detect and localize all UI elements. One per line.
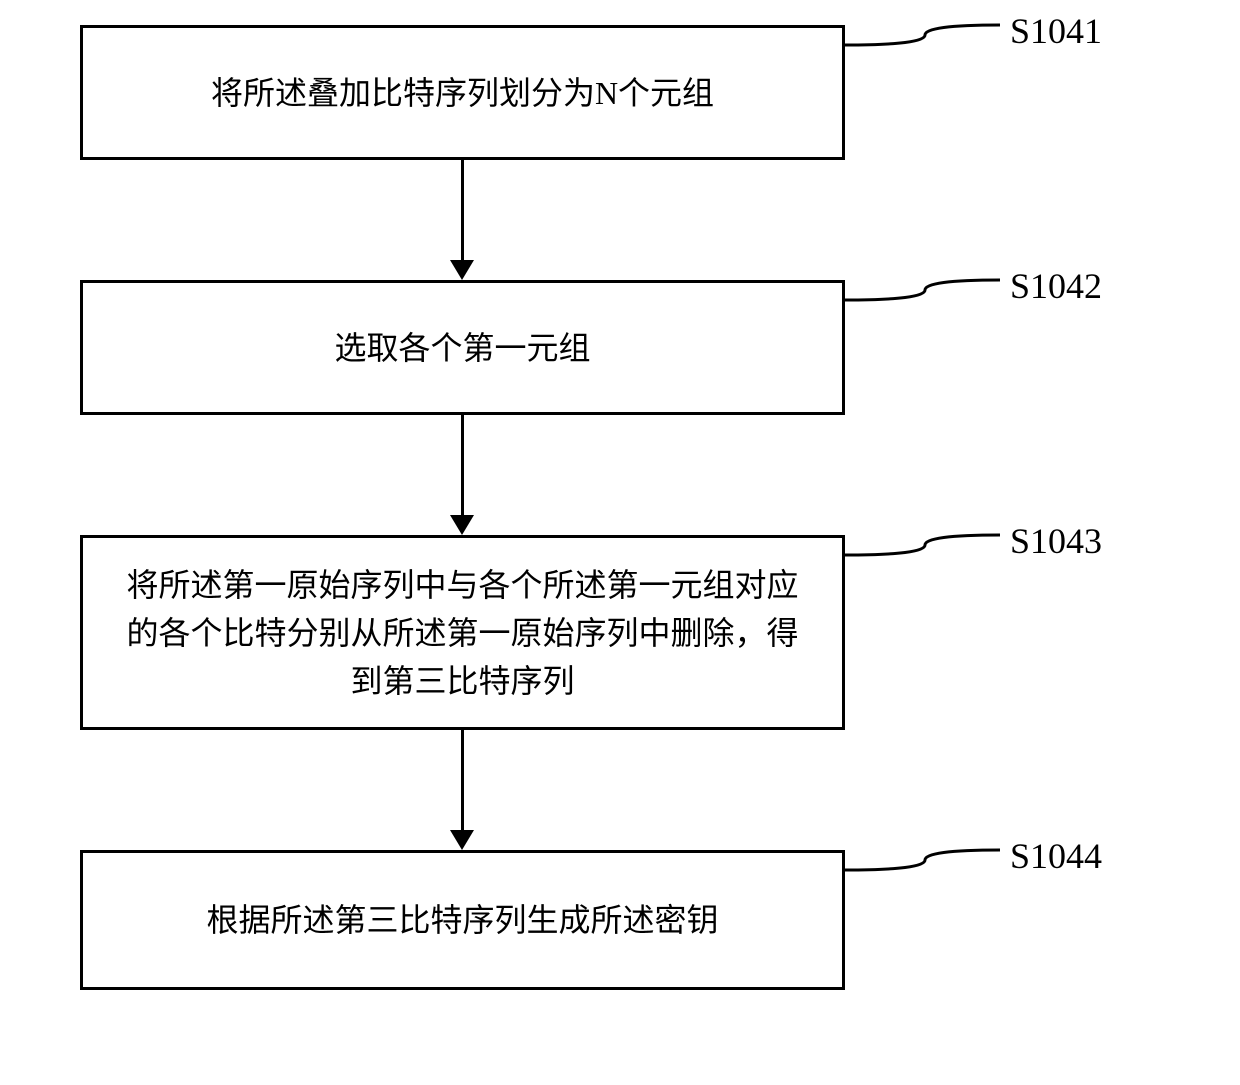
connector-2 (845, 280, 1005, 320)
label-3: S1043 (1010, 520, 1102, 562)
flow-box-3-text: 将所述第一原始序列中与各个所述第一元组对应的各个比特分别从所述第一原始序列中删除… (113, 561, 812, 705)
connector-1 (845, 25, 1005, 65)
flow-box-4-text: 根据所述第三比特序列生成所述密钥 (206, 896, 718, 944)
label-2: S1042 (1010, 265, 1102, 307)
arrow-2 (450, 415, 474, 535)
label-1: S1041 (1010, 10, 1102, 52)
flow-box-4: 根据所述第三比特序列生成所述密钥 (80, 850, 845, 990)
arrow-3 (450, 730, 474, 850)
flow-box-2: 选取各个第一元组 (80, 280, 845, 415)
arrow-1 (450, 160, 474, 280)
flow-box-3: 将所述第一原始序列中与各个所述第一元组对应的各个比特分别从所述第一原始序列中删除… (80, 535, 845, 730)
connector-4 (845, 850, 1005, 890)
flow-box-1: 将所述叠加比特序列划分为N个元组 (80, 25, 845, 160)
flow-box-2-text: 选取各个第一元组 (334, 324, 590, 372)
connector-3 (845, 535, 1005, 575)
flow-box-1-text: 将所述叠加比特序列划分为N个元组 (211, 69, 714, 117)
label-4: S1044 (1010, 835, 1102, 877)
